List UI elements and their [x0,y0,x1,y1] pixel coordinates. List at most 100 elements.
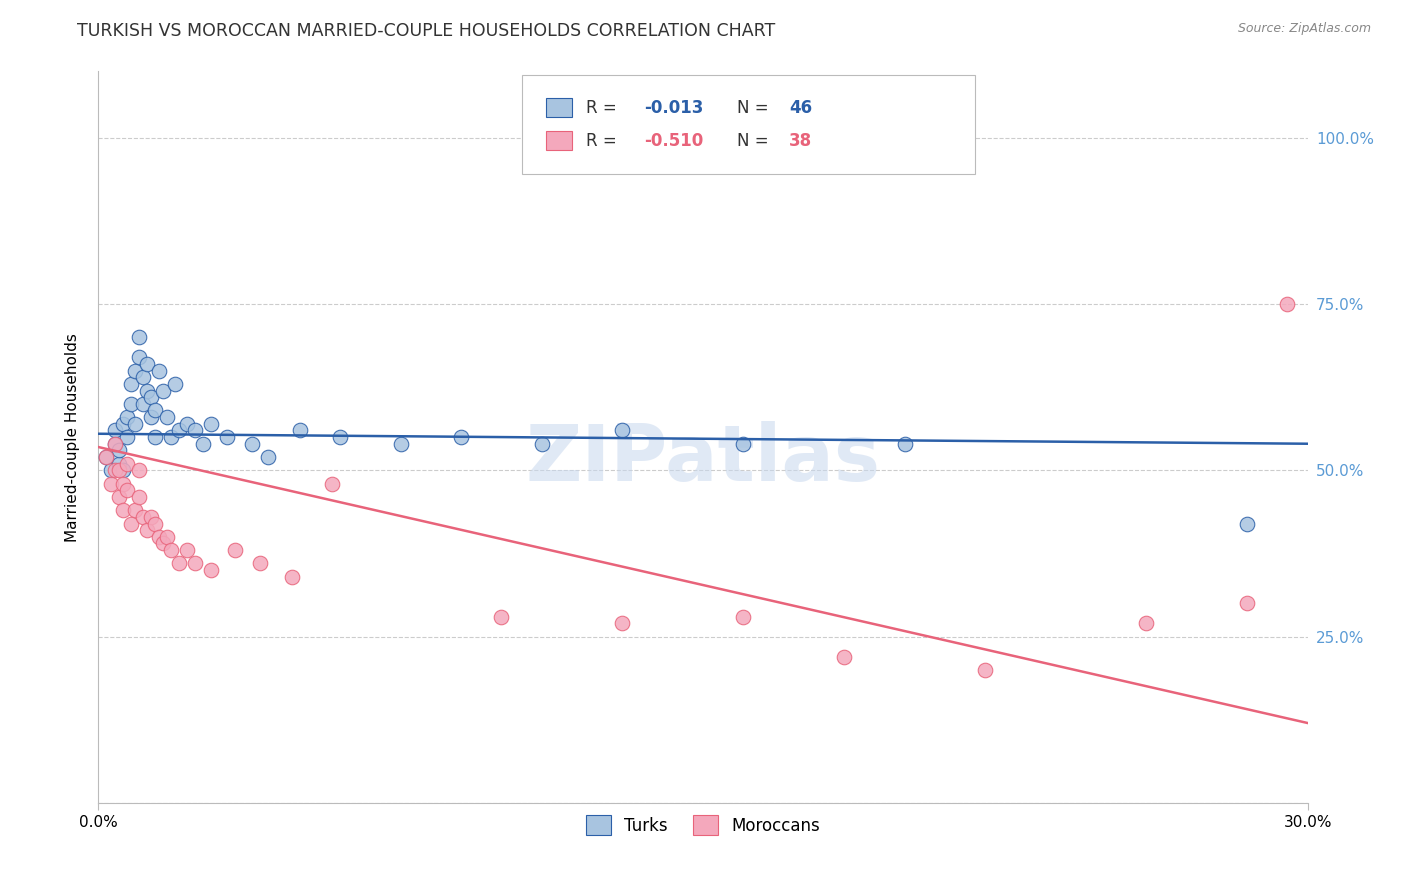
Point [124,417,146,431]
Point [156,410,179,425]
Text: TURKISH VS MOROCCAN MARRIED-COUPLE HOUSEHOLDS CORRELATION CHART: TURKISH VS MOROCCAN MARRIED-COUPLE HOUSE… [77,22,776,40]
Point [103,436,125,450]
Point [167,557,190,571]
Point [96,450,118,464]
Point [111,503,134,517]
Point [321,476,343,491]
Point [1277,297,1299,311]
Text: 46: 46 [789,99,813,117]
Point [107,457,129,471]
Point [160,430,183,444]
Point [1135,616,1157,631]
Point [139,509,162,524]
Point [96,450,118,464]
Legend: Turks, Moroccans: Turks, Moroccans [579,808,827,842]
Point [450,430,472,444]
FancyBboxPatch shape [522,75,976,174]
Point [132,509,155,524]
Text: R =: R = [586,132,621,150]
Point [107,490,129,504]
Point [167,424,190,438]
Point [1236,516,1258,531]
Point [120,397,142,411]
Point [893,436,915,450]
Point [135,523,157,537]
Point [184,557,207,571]
Point [176,543,198,558]
Point [163,376,186,391]
Y-axis label: Married-couple Households: Married-couple Households [65,333,80,541]
Point [176,417,198,431]
Point [530,436,553,450]
Point [103,424,125,438]
Point [128,330,150,344]
Point [143,430,166,444]
Point [152,384,174,398]
Point [329,430,352,444]
Point [224,543,246,558]
Point [143,516,166,531]
Point [288,424,311,438]
Point [217,430,239,444]
FancyBboxPatch shape [546,98,572,117]
Point [200,417,222,431]
Text: 38: 38 [789,132,813,150]
Point [128,490,150,504]
Point [103,436,125,450]
Point [107,463,129,477]
Point [135,384,157,398]
Point [148,363,170,377]
Point [115,430,138,444]
Point [111,463,134,477]
Point [115,457,138,471]
Point [115,483,138,498]
Point [184,424,207,438]
Point [974,663,997,677]
Point [491,609,513,624]
Point [193,436,215,450]
Point [128,463,150,477]
Point [124,503,146,517]
Point [120,376,142,391]
Text: ZIPatlas: ZIPatlas [526,421,880,497]
Point [249,557,271,571]
Point [612,424,634,438]
Point [1236,596,1258,610]
Point [148,530,170,544]
Text: -0.013: -0.013 [644,99,703,117]
FancyBboxPatch shape [546,131,572,150]
Point [103,463,125,477]
Point [612,616,634,631]
Point [128,351,150,365]
Point [143,403,166,417]
Point [107,443,129,458]
Point [124,363,146,377]
Point [240,436,263,450]
Text: N =: N = [737,99,773,117]
Text: N =: N = [737,132,773,150]
Point [100,476,122,491]
Point [733,609,755,624]
Point [152,536,174,550]
Point [200,563,222,577]
Point [120,516,142,531]
Point [832,649,855,664]
Text: Source: ZipAtlas.com: Source: ZipAtlas.com [1237,22,1371,36]
Text: -0.510: -0.510 [644,132,703,150]
Point [115,410,138,425]
Point [256,450,278,464]
Point [100,463,122,477]
Point [139,390,162,404]
Point [160,543,183,558]
Point [132,397,155,411]
Point [135,357,157,371]
Point [281,570,304,584]
Point [132,370,155,384]
Point [156,530,179,544]
Point [139,410,162,425]
Point [111,417,134,431]
Text: R =: R = [586,99,621,117]
Point [389,436,412,450]
Point [733,436,755,450]
Point [111,476,134,491]
